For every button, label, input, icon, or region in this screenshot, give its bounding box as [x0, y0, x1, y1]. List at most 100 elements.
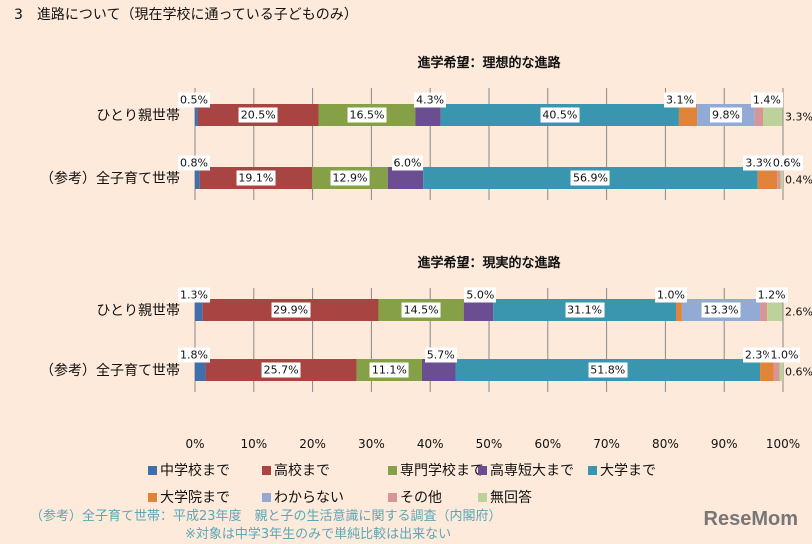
legend-swatch	[148, 492, 157, 502]
data-label: 1.4%	[750, 92, 783, 108]
legend-item: 無回答	[478, 487, 532, 507]
data-label: 4.3%	[414, 92, 447, 108]
data-label: 20.5%	[238, 107, 278, 123]
data-label: 14.5%	[401, 302, 441, 318]
legend-label: 専門学校まで	[400, 463, 484, 479]
footnote-note: ※対象は中学3年生のみで単純比較は出来ない	[185, 527, 452, 542]
data-label: 29.9%	[271, 302, 311, 318]
data-label: 3.3%	[743, 155, 776, 171]
data-label: 12.9%	[330, 170, 370, 186]
footnote-source: （参考）全子育て世帯：平成23年度 親と子の生活意識に関する調査（内閣府）	[30, 509, 502, 524]
legend-item: 中学校まで	[148, 460, 230, 480]
legend-item: 高校まで	[262, 460, 330, 480]
bar-segment	[195, 299, 203, 321]
x-tick-label: 70%	[593, 437, 620, 451]
bar-segment	[760, 359, 774, 381]
data-label: 19.1%	[236, 170, 276, 186]
x-tick-label: 80%	[652, 437, 679, 451]
bar-segment	[415, 104, 441, 126]
legend-label: 高専短大まで	[490, 463, 574, 479]
legend-swatch	[588, 465, 597, 475]
x-tick-label: 10%	[240, 437, 268, 451]
data-label: 1.8%	[178, 347, 210, 363]
legend-item: 専門学校まで	[388, 460, 484, 480]
legend-swatch	[262, 492, 271, 502]
legend-label: 大学院まで	[160, 490, 230, 506]
bar-segment	[387, 167, 424, 189]
legend-item: 大学院まで	[148, 487, 230, 507]
x-tick-label: 60%	[534, 437, 562, 451]
legend-swatch	[148, 465, 157, 475]
x-tick-label: 90%	[710, 437, 738, 451]
data-label: 1.3%	[178, 287, 210, 303]
data-label: 16.5%	[347, 107, 387, 123]
bar-segment	[675, 299, 682, 321]
bar-segment	[195, 167, 200, 189]
legend-label: その他	[400, 490, 442, 506]
data-label: 5.0%	[464, 287, 497, 303]
legend-swatch	[388, 465, 397, 475]
resemom-logo: ReseMom	[703, 508, 798, 530]
row-label: ひとり親世帯	[96, 108, 180, 124]
legend-swatch	[388, 492, 397, 502]
data-label: 40.5%	[540, 107, 580, 123]
page-heading: 3 進路について（現在学校に通っている子どものみ）	[14, 7, 358, 23]
bar-segment	[195, 104, 198, 126]
row-label: ひとり親世帯	[96, 303, 180, 319]
data-label: 56.9%	[570, 170, 610, 186]
legend-item: わからない	[262, 487, 344, 507]
legend-label: 高校まで	[274, 463, 330, 479]
data-label: 51.8%	[588, 362, 628, 378]
data-label: 3.1%	[664, 92, 697, 108]
legend-item: 大学まで	[588, 460, 656, 480]
data-label: 3.3%	[785, 110, 812, 124]
bar-segment	[421, 359, 456, 381]
data-label: 0.6%	[785, 365, 812, 379]
data-label: 1.0%	[768, 347, 801, 363]
data-label: 11.1%	[369, 362, 409, 378]
data-label: 0.4%	[785, 173, 812, 187]
bar-segment	[678, 104, 698, 126]
bar-segment	[760, 299, 768, 321]
x-tick-label: 20%	[299, 437, 326, 451]
bar-segment	[763, 104, 783, 126]
x-tick-label: 0%	[185, 437, 205, 451]
data-label: 0.5%	[178, 92, 210, 108]
bar-segment	[780, 167, 783, 189]
data-label: 0.6%	[770, 155, 803, 171]
data-label: 31.1%	[565, 302, 605, 318]
legend-item: その他	[388, 487, 442, 507]
x-tick-label: 40%	[416, 437, 444, 451]
bar-segment	[779, 359, 783, 381]
row-label: （参考）全子育て世帯	[40, 171, 180, 187]
bar-segment	[777, 167, 781, 189]
x-tick-label: 100%	[765, 437, 801, 451]
bar-segment	[767, 299, 783, 321]
bar-segment	[195, 359, 206, 381]
data-label: 1.0%	[654, 287, 687, 303]
row-label: （参考）全子育て世帯	[40, 363, 180, 379]
x-tick-label: 30%	[358, 437, 385, 451]
legend-swatch	[478, 492, 487, 502]
chart-title-realistic: 進学希望：現実的な進路	[417, 256, 561, 271]
data-label: 25.7%	[261, 362, 301, 378]
legend-swatch	[262, 465, 271, 475]
data-label: 6.0%	[391, 155, 424, 171]
legend-label: 無回答	[490, 490, 532, 506]
legend-label: 中学校まで	[160, 463, 230, 479]
chart-title-ideal: 進学希望：理想的な進路	[417, 56, 561, 71]
data-label: 0.8%	[178, 155, 210, 171]
x-tick-label: 50%	[475, 437, 503, 451]
data-label: 1.2%	[755, 287, 788, 303]
legend-item: 高専短大まで	[478, 460, 574, 480]
data-label: 2.6%	[785, 305, 812, 319]
bar-segment	[773, 359, 780, 381]
legend-swatch	[478, 465, 487, 475]
bar-segment	[757, 167, 778, 189]
data-label: 2.3%	[742, 347, 775, 363]
data-label: 13.3%	[701, 302, 741, 318]
bar-segment	[463, 299, 494, 321]
legend-label: わからない	[274, 490, 344, 506]
legend-label: 大学まで	[600, 463, 656, 479]
